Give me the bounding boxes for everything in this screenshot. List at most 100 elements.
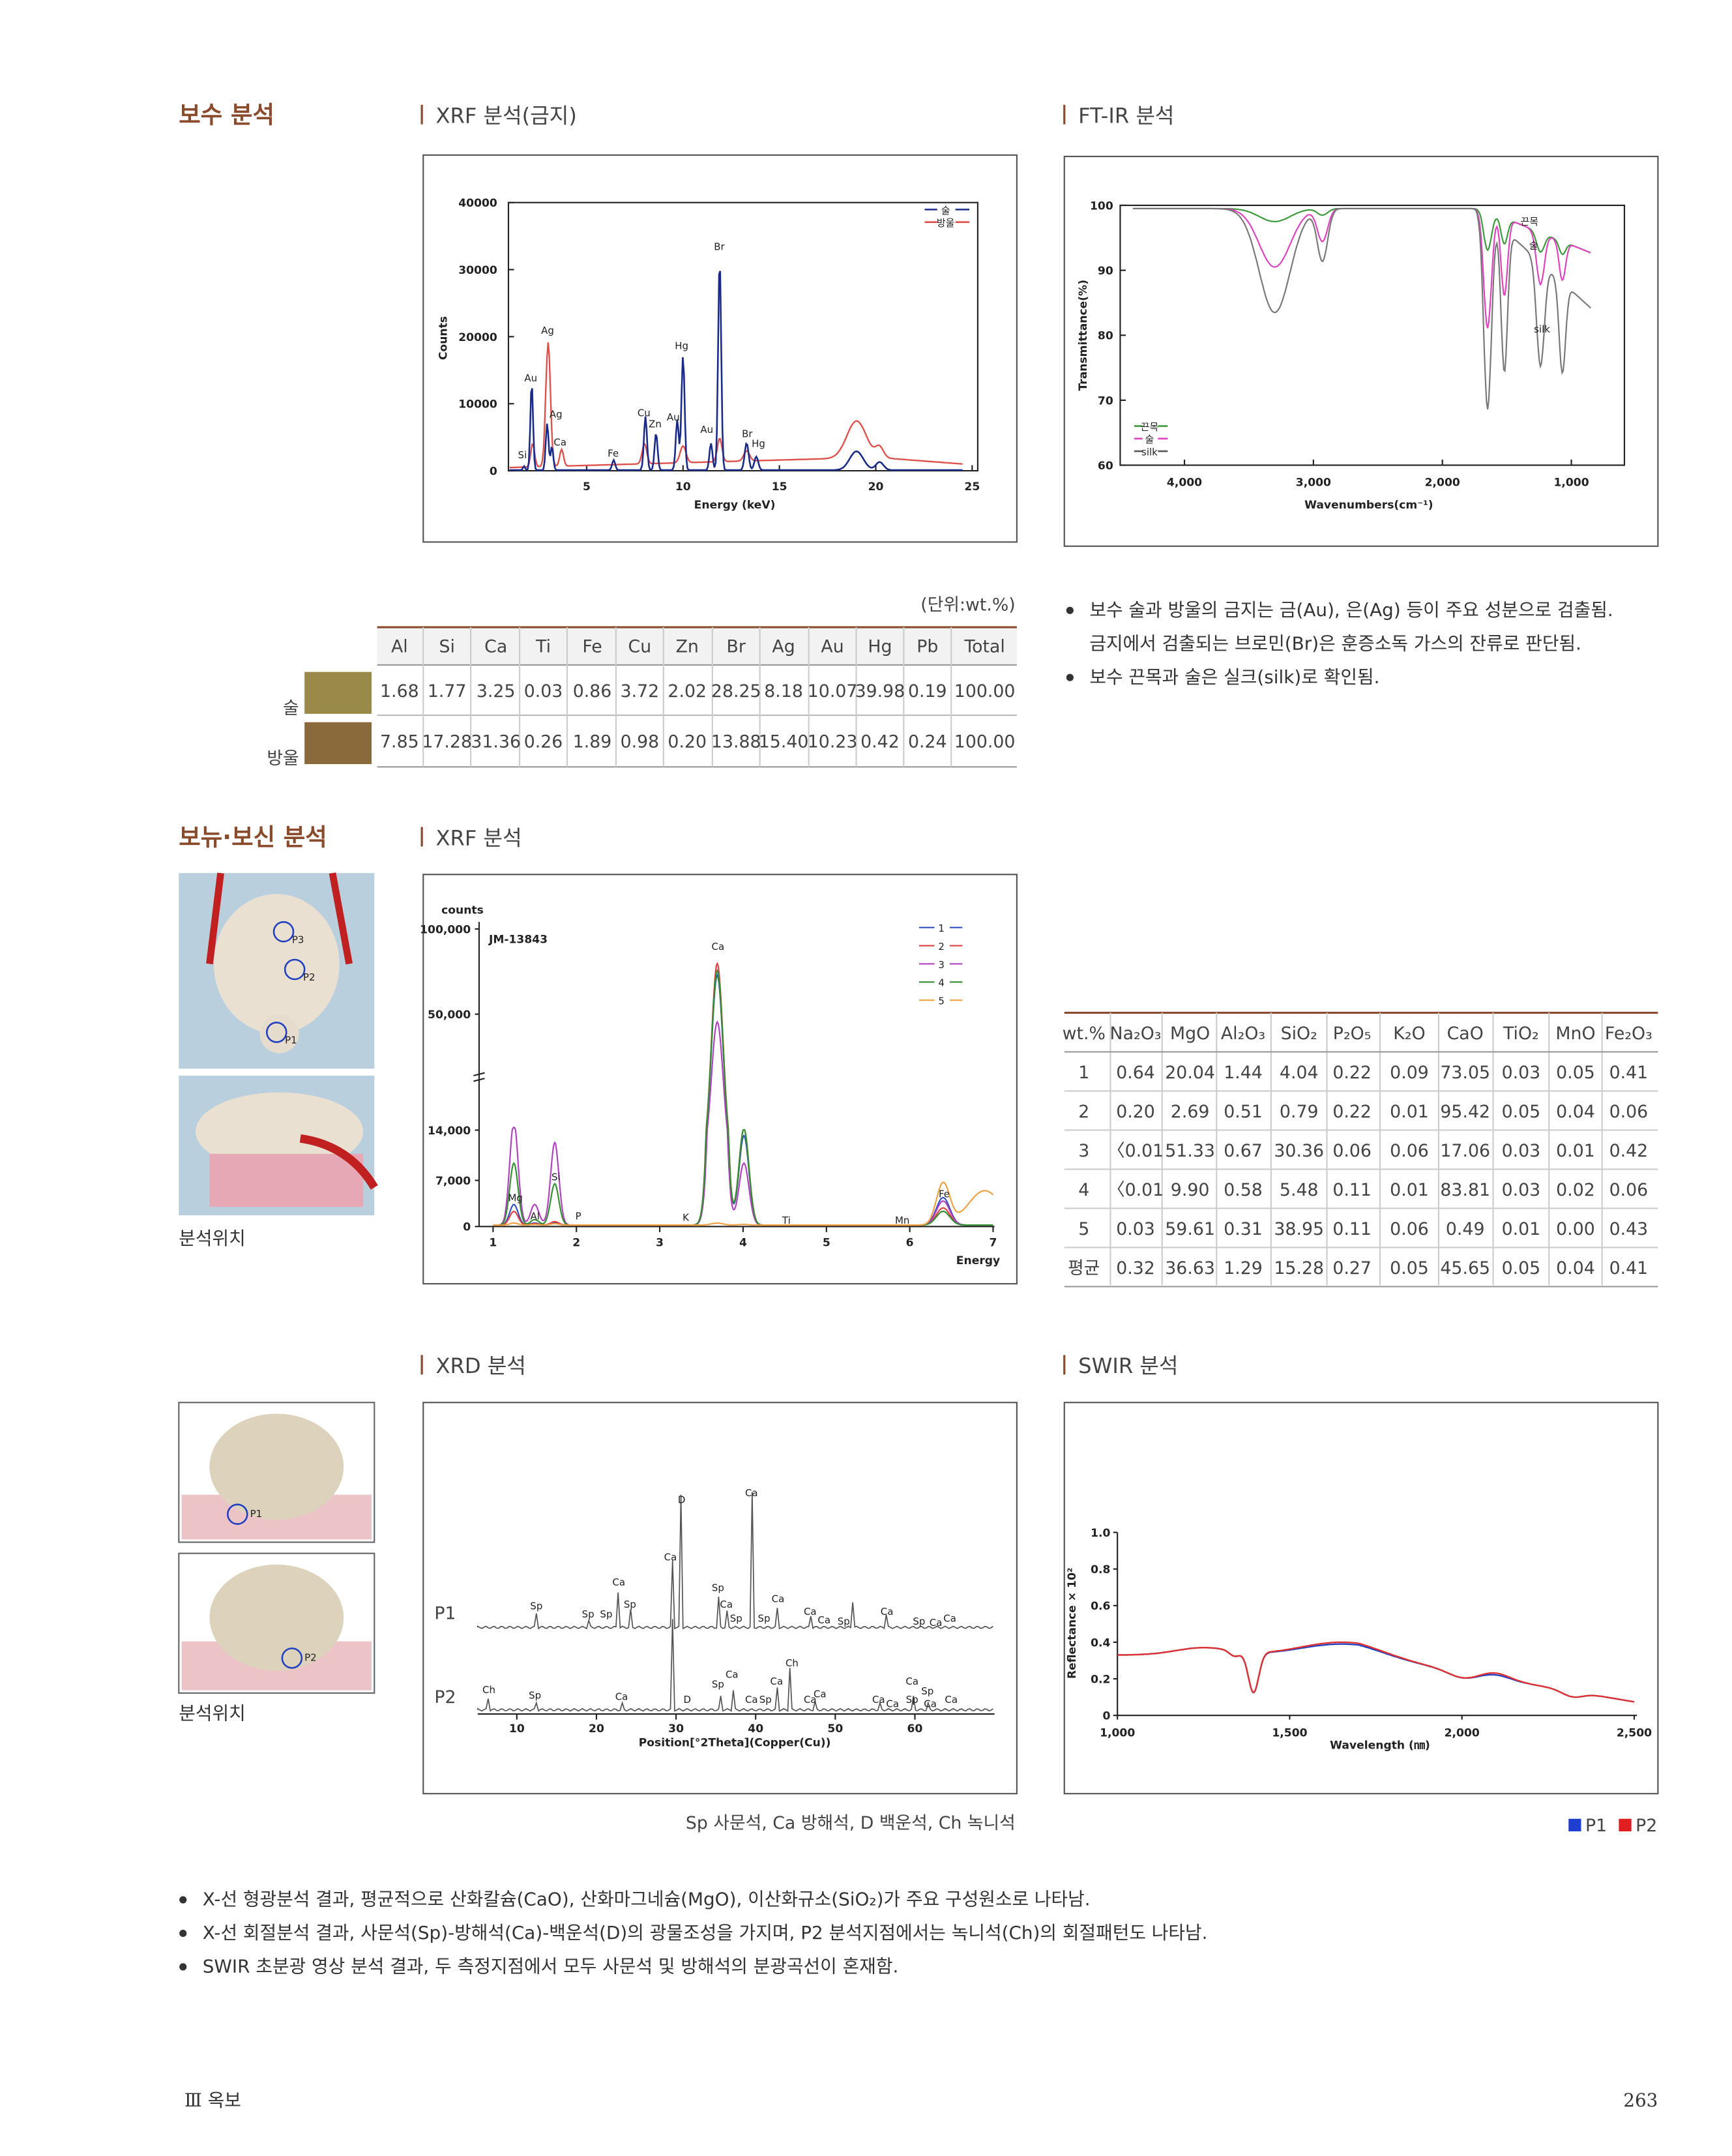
peak-label: Cu bbox=[638, 407, 651, 419]
sample-label: JM-13843 bbox=[488, 933, 548, 946]
x-tick-label: 30 bbox=[668, 1722, 684, 1735]
cell: 0.32 bbox=[1116, 1258, 1155, 1278]
column-header: Pb bbox=[917, 637, 938, 657]
x-tick-label: 20 bbox=[589, 1722, 604, 1735]
column-header: MnO bbox=[1555, 1024, 1595, 1044]
cell: 5.48 bbox=[1280, 1180, 1319, 1200]
cell: 8.18 bbox=[764, 681, 803, 701]
y-tick-label: 10000 bbox=[458, 398, 497, 411]
legend-label: 2 bbox=[938, 941, 945, 952]
cell: 0.22 bbox=[1332, 1102, 1372, 1122]
peak-label: Sp bbox=[921, 1685, 933, 1697]
peak-label: Sp bbox=[838, 1616, 850, 1627]
spectrum-curve bbox=[1132, 207, 1591, 409]
axis-label: Counts bbox=[437, 316, 450, 360]
x-tick-label: 3,000 bbox=[1296, 477, 1331, 490]
caption: Sp 사문석, Ca 방해석, D 백운석, Ch 녹니석 bbox=[686, 1813, 1016, 1833]
bullet-text: 보수 끈목과 술은 실크(silk)로 확인됨. bbox=[1089, 666, 1379, 688]
peak-label: Al bbox=[530, 1211, 539, 1222]
cell: 0.05 bbox=[1502, 1258, 1541, 1278]
legend-label: 술 bbox=[1145, 434, 1154, 445]
peak-label: Sp bbox=[624, 1599, 636, 1610]
spectrum-curve bbox=[493, 1181, 994, 1226]
cell: 0.05 bbox=[1556, 1063, 1595, 1083]
x-tick-label: 40 bbox=[748, 1722, 763, 1735]
cell: 36.63 bbox=[1165, 1258, 1215, 1278]
figure-frame bbox=[1063, 1402, 1659, 1795]
legend-label: 3 bbox=[938, 959, 945, 971]
cell: 0.01 bbox=[1556, 1141, 1595, 1161]
section-title: XRF 분석 bbox=[436, 825, 522, 850]
peak-label: Ch bbox=[482, 1684, 495, 1696]
cell: 〈0.01 bbox=[1108, 1141, 1164, 1161]
cell: 15.28 bbox=[1274, 1258, 1324, 1278]
x-tick-label: 50 bbox=[827, 1722, 843, 1735]
cell: 7.85 bbox=[380, 731, 419, 752]
cell: 0.11 bbox=[1332, 1180, 1372, 1200]
peak-label: Ca bbox=[881, 1606, 894, 1617]
x-tick-label: 2 bbox=[572, 1236, 580, 1249]
peak-label: Sp bbox=[600, 1608, 612, 1620]
series-label: P2 bbox=[434, 1687, 456, 1707]
column-header: Br bbox=[727, 637, 746, 657]
spectrum-curve bbox=[509, 271, 963, 471]
photo-object bbox=[209, 1564, 344, 1671]
cell: 〈0.01 bbox=[1108, 1180, 1164, 1200]
x-tick-label: 15 bbox=[772, 480, 787, 494]
x-tick-label: 10 bbox=[675, 480, 691, 494]
peak-label: Sp bbox=[758, 1613, 771, 1625]
peak-label: Ca bbox=[553, 437, 566, 449]
point-marker bbox=[281, 1647, 303, 1669]
y-tick-label: 50,000 bbox=[428, 1009, 471, 1022]
y-tick-label: 0 bbox=[490, 465, 497, 479]
diffraction-pattern bbox=[477, 1619, 993, 1712]
x-tick-label: 4,000 bbox=[1167, 477, 1202, 490]
legend-label: 5 bbox=[938, 996, 945, 1007]
legend-label: P2 bbox=[1636, 1816, 1657, 1836]
bullet-text: X-선 형광분석 결과, 평균적으로 산화칼슘(CaO), 산화마그네슘(MgO… bbox=[203, 1889, 1091, 1910]
cell: 1.89 bbox=[573, 731, 612, 752]
peak-label: Sp bbox=[529, 1689, 541, 1701]
y-tick-label: 20000 bbox=[458, 331, 497, 344]
column-header: Ag bbox=[772, 637, 795, 657]
y-tick-label: 40000 bbox=[458, 197, 497, 210]
column-header: Total bbox=[963, 637, 1005, 657]
column-header: wt.% bbox=[1063, 1024, 1106, 1044]
bullet bbox=[1066, 673, 1074, 681]
bullet-text: X-선 회절분석 결과, 사문석(Sp)-방해석(Ca)-백운석(D)의 광물조… bbox=[203, 1922, 1208, 1943]
peak-label: Ca bbox=[943, 1613, 956, 1625]
cell: 17.06 bbox=[1440, 1141, 1490, 1161]
cell: 3 bbox=[1078, 1141, 1089, 1161]
footer-chapter: Ⅲ 옥보 bbox=[184, 2090, 241, 2111]
cell: 0.86 bbox=[573, 681, 612, 701]
peak-label: Au bbox=[667, 411, 680, 423]
peak-label: Ca bbox=[745, 1487, 758, 1499]
x-tick-label: 25 bbox=[964, 480, 980, 494]
peak-label: Ca bbox=[726, 1668, 739, 1680]
peak-label: Ca bbox=[924, 1698, 937, 1709]
peak-label: P bbox=[576, 1211, 581, 1222]
cell: 0.09 bbox=[1390, 1063, 1429, 1083]
unit-label: (단위:wt.%) bbox=[920, 595, 1015, 615]
peak-label: Ca bbox=[872, 1694, 885, 1706]
diffraction-pattern bbox=[477, 1492, 993, 1630]
axis-label: Position[°2Theta](Copper(Cu)) bbox=[639, 1736, 831, 1749]
axis-label: Wavenumbers(cm⁻¹) bbox=[1304, 499, 1433, 512]
point-label: P2 bbox=[304, 1652, 317, 1664]
column-header: SiO₂ bbox=[1281, 1024, 1317, 1044]
cell: 0.05 bbox=[1390, 1258, 1429, 1278]
y-tick-label: 0.4 bbox=[1091, 1636, 1110, 1649]
cell: 0.01 bbox=[1502, 1219, 1541, 1239]
peak-label: D bbox=[678, 1494, 686, 1506]
x-tick-label: 2,000 bbox=[1425, 477, 1460, 490]
bullet bbox=[179, 1929, 187, 1938]
cell: 38.95 bbox=[1274, 1219, 1324, 1239]
column-header: TiO₂ bbox=[1503, 1024, 1539, 1044]
figure-frame bbox=[422, 154, 1018, 543]
axis-break bbox=[473, 1072, 485, 1082]
x-tick-label: 60 bbox=[907, 1722, 923, 1735]
peak-label: Fe bbox=[939, 1188, 950, 1200]
peak-label: Ca bbox=[745, 1694, 758, 1706]
caption: 분석위치 bbox=[179, 1228, 245, 1249]
section-title: XRF 분석(금지) bbox=[436, 104, 577, 128]
